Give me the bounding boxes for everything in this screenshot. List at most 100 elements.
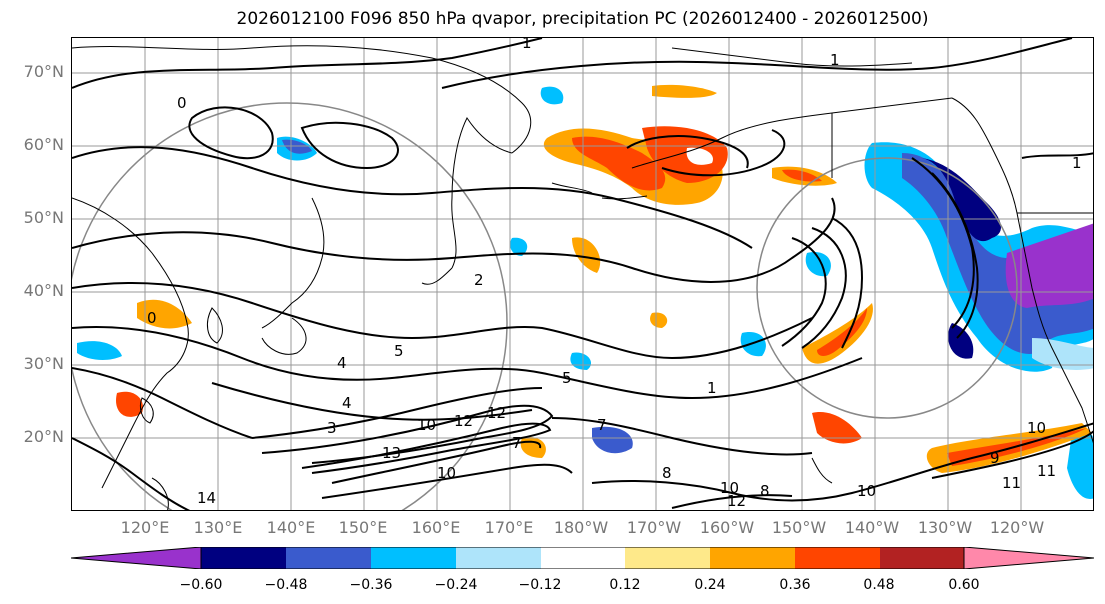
precip-neg-gulf-alaska	[922, 158, 1002, 242]
lat-label-70n: 70°N	[23, 62, 64, 81]
colorbar-tick: −0.24	[434, 577, 478, 593]
precip-neg-lightblue-se	[1032, 338, 1093, 370]
coast-hawaii	[811, 457, 833, 484]
colorbar-segment	[880, 547, 964, 569]
precip-neg-midpac-dot	[510, 237, 528, 256]
contour-label: 13	[382, 444, 401, 462]
lat-label-30n: 30°N	[23, 354, 64, 373]
precip-neg-west-coast	[1005, 223, 1093, 308]
lat-label-60n: 60°N	[23, 135, 64, 154]
contour-bering-inner	[626, 135, 749, 169]
range-circle-west	[72, 102, 508, 510]
colorbar-tick: 0.24	[694, 577, 726, 593]
precip-neg-far-se	[1067, 430, 1093, 499]
contour-label: 7	[512, 434, 522, 452]
contour-13	[331, 440, 542, 484]
contour-label: 2	[474, 271, 484, 289]
contour-label: 8	[760, 482, 770, 500]
contour-ridge-b	[931, 172, 979, 339]
colorbar-segment	[201, 547, 286, 569]
contour-label: 9	[990, 449, 1000, 467]
map-svg: 1 1 1 0 2 4 5 5 4 3 10 12 13 12 10 7 7 1…	[72, 38, 1093, 510]
colorbar-segment	[371, 547, 456, 569]
contour-1-arctic	[441, 38, 1073, 89]
range-circles	[72, 102, 1018, 510]
contour-1-north	[72, 38, 543, 89]
coast-alaska-south	[631, 97, 953, 169]
coast-alaska-north	[671, 47, 913, 67]
contour-2-a	[72, 146, 753, 249]
contour-label: 14	[197, 489, 216, 507]
coast-siberia	[72, 45, 532, 154]
contour-label-layer: 1 1 1 0 2 4 5 5 4 3 10 12 13 12 10 7 7 1…	[147, 38, 1082, 510]
contour-6	[211, 382, 533, 421]
colorbar-tick: −0.12	[518, 577, 562, 593]
lon-label-170w: 170°W	[626, 518, 682, 537]
contour-label: 12	[454, 412, 473, 430]
contour-7	[251, 387, 543, 439]
contour-label: 11	[1037, 462, 1056, 480]
precip-pos-cfront	[802, 303, 873, 364]
contour-label: 4	[337, 354, 347, 372]
coast-philippines	[151, 477, 169, 510]
lon-label-120w: 120°W	[989, 518, 1045, 537]
precip-pos-bering-red	[572, 136, 666, 191]
contour-label: 10	[1027, 419, 1046, 437]
precip-pos-midpac	[572, 237, 601, 273]
contour-label: 4	[342, 394, 352, 412]
contour-label: 12	[487, 404, 506, 422]
colorbar-tick: 0.12	[609, 577, 641, 593]
lat-label-40n: 40°N	[23, 281, 64, 300]
contour-ne	[1021, 152, 1093, 159]
contour-label: 10	[720, 479, 739, 497]
chart-title: 2026012100 F096 850 hPa qvapor, precipit…	[236, 9, 929, 29]
coast-north-america-west	[951, 97, 1093, 444]
colorbar-extend-low	[71, 547, 202, 569]
lon-label-160w: 160°W	[699, 518, 755, 537]
lat-label-50n: 50°N	[23, 208, 64, 227]
contour-label: 5	[394, 342, 404, 360]
colorbar-segment	[541, 547, 625, 569]
precip-neg-arctic-west	[540, 86, 564, 105]
coast-aleutians-a	[551, 182, 593, 194]
precip-neg-offshore	[948, 323, 974, 359]
colorbar-tick: 0.36	[779, 577, 811, 593]
contour-4	[72, 282, 813, 360]
precip-neg-okhotsk-dark	[282, 139, 312, 154]
lon-label-180w: 180°W	[553, 518, 609, 537]
precip-pos-arctic	[652, 84, 717, 98]
precip-neg-east-dot	[740, 332, 766, 357]
precip-neg-tropics-west	[592, 426, 633, 454]
contour-12-east	[671, 494, 793, 509]
contour-trough-a	[831, 217, 864, 349]
colorbar	[71, 547, 1094, 569]
lon-label-130e: 130°E	[193, 518, 243, 537]
gridlines	[72, 38, 1093, 510]
colorbar-segment	[795, 547, 880, 569]
precip-bering-gap	[686, 147, 713, 165]
precip-pos-subtrop-red	[812, 412, 862, 444]
contour-label: 12	[727, 492, 746, 510]
colorbar-segment	[456, 547, 541, 569]
lon-label-170e: 170°E	[484, 518, 534, 537]
contour-trough-b	[801, 227, 847, 349]
colorbar-tick: −0.48	[264, 577, 308, 593]
contour-sw-mid	[72, 367, 253, 439]
coast-kamchatka	[451, 117, 513, 269]
coast-asia-mainland	[72, 197, 189, 489]
precip-pos-tropics-dot	[520, 437, 546, 458]
range-circle-east	[756, 157, 1018, 419]
contour-label: 3	[327, 419, 337, 437]
contour-label: 0	[177, 94, 187, 112]
precip-pos-central-dot	[650, 312, 668, 328]
contour-11-east	[931, 430, 1093, 479]
contour-label: 7	[597, 416, 607, 434]
contour-label: 10	[437, 464, 456, 482]
lon-label-160e: 160°E	[411, 518, 461, 537]
precip-pos-south-china	[116, 391, 143, 417]
contour-label: 11	[1002, 474, 1021, 492]
lon-label-140w: 140°W	[844, 518, 900, 537]
contour-10	[261, 404, 554, 464]
contour-label: 5	[562, 369, 572, 387]
contour-label: 10	[857, 482, 876, 500]
